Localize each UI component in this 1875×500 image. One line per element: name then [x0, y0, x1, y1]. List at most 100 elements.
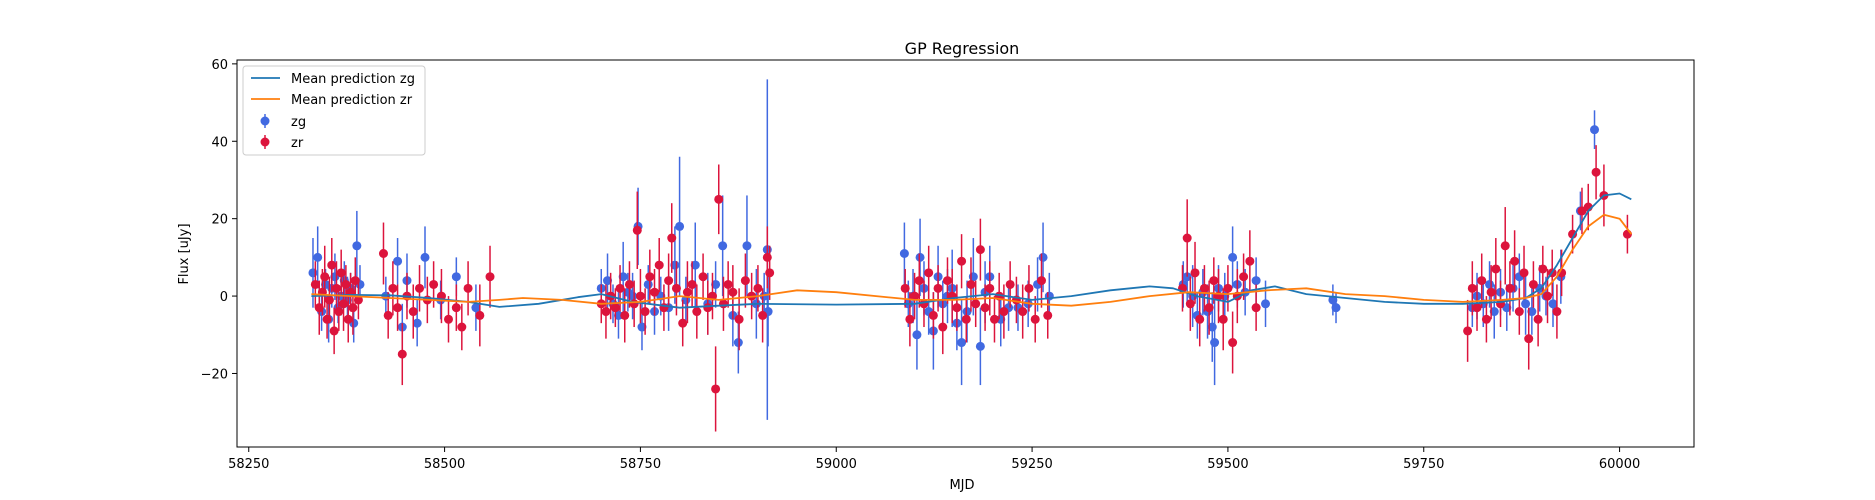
data-point-zr [718, 299, 728, 309]
data-point-zr [635, 291, 645, 301]
data-point-zr [408, 307, 418, 317]
data-point-zr [1557, 268, 1567, 278]
data-point-zg [899, 249, 909, 258]
data-point-zr [975, 245, 985, 255]
y-tick-label: −20 [201, 367, 228, 382]
x-tick-label: 58750 [620, 457, 661, 472]
data-point-zr [966, 279, 976, 289]
data-point-zg [1228, 252, 1238, 262]
data-point-zr [1245, 256, 1255, 266]
data-point-zg [1485, 279, 1495, 289]
data-point-zr [1030, 314, 1040, 324]
x-tick-label: 60000 [1599, 457, 1640, 472]
data-point-zr [1519, 268, 1529, 278]
data-point-zr [1510, 256, 1520, 266]
data-point-zr [353, 295, 363, 305]
data-point-zr [1514, 307, 1524, 317]
data-point-zr [1239, 272, 1249, 282]
data-point-zg [451, 272, 461, 282]
data-point-zr [1477, 276, 1487, 286]
data-point-zr [339, 299, 349, 309]
data-point-zg [1331, 303, 1341, 313]
data-point-zr [1218, 314, 1228, 324]
data-point-zr [928, 310, 938, 320]
data-point-zr [615, 283, 625, 293]
axes-frame [236, 59, 1695, 448]
data-point-zr [728, 287, 738, 297]
data-point-zr [1481, 314, 1491, 324]
data-point-zr [624, 279, 634, 289]
data-point-zg [420, 252, 430, 262]
data-point-zr [388, 283, 398, 293]
data-point-zr [957, 256, 967, 266]
legend-marker-swatch [260, 137, 270, 147]
data-point-zr [341, 279, 351, 289]
data-point-zg [618, 272, 628, 282]
data-point-zg [718, 241, 728, 251]
data-layer [308, 79, 1633, 432]
data-point-zr [1018, 307, 1028, 317]
data-point-zr [610, 303, 620, 313]
data-point-zr [601, 307, 611, 317]
data-point-zr [397, 349, 407, 359]
data-point-zg [637, 322, 647, 332]
data-point-zr [714, 194, 724, 204]
data-point-zr [682, 287, 692, 297]
data-point-zr [1491, 264, 1501, 274]
data-point-zr [1591, 167, 1601, 177]
legend-label: zr [291, 136, 304, 151]
data-point-zr [765, 268, 775, 278]
data-point-zr [999, 307, 1009, 317]
data-point-zr [1463, 326, 1473, 336]
data-point-zr [1533, 314, 1543, 324]
data-point-zg [603, 276, 613, 286]
data-point-zr [678, 318, 688, 328]
data-point-zr [985, 283, 995, 293]
data-point-zr [654, 260, 664, 270]
data-point-zr [924, 268, 934, 278]
data-point-zr [429, 279, 439, 289]
y-tick-label: 60 [211, 58, 228, 73]
data-point-zg [1210, 338, 1220, 348]
data-point-zr [938, 322, 948, 332]
data-point-zr [914, 276, 924, 286]
data-point-zr [664, 276, 674, 286]
data-point-zg [471, 303, 481, 313]
data-point-zr [334, 307, 344, 317]
data-point-zr [1472, 303, 1482, 313]
x-tick-label: 59250 [1011, 457, 1052, 472]
legend: Mean prediction zg Mean prediction zr zg zr [242, 65, 426, 156]
data-point-zr [320, 272, 330, 282]
data-point-zr [980, 303, 990, 313]
x-tick-label: 59500 [1207, 457, 1248, 472]
data-point-zr [383, 310, 393, 320]
data-point-zr [758, 310, 768, 320]
legend-box [242, 65, 426, 156]
x-tick-label: 59000 [816, 457, 857, 472]
data-point-zr [905, 314, 915, 324]
data-point-zr [620, 310, 630, 320]
data-point-zr [650, 287, 660, 297]
x-axis-label: MJD [949, 478, 974, 493]
data-point-zr [698, 272, 708, 282]
data-point-zr [762, 252, 772, 262]
data-point-zr [1505, 283, 1515, 293]
data-point-zg [1548, 299, 1558, 309]
data-point-zr [971, 299, 981, 309]
data-point-zr [310, 279, 320, 289]
legend-label: zg [291, 115, 306, 130]
data-point-zr [327, 260, 337, 270]
data-point-zg [1521, 299, 1531, 309]
data-point-zg [912, 330, 922, 340]
data-point-zg [352, 241, 362, 251]
data-point-zg [968, 272, 978, 282]
data-point-zg [733, 338, 743, 348]
plot-area: 58250 58500 58750 59000 59250 59500 59750 60000… [201, 58, 1695, 472]
data-point-zr [1467, 283, 1477, 293]
data-point-zr [378, 249, 388, 258]
data-point-zr [703, 303, 713, 313]
legend-label: Mean prediction zr [291, 93, 413, 108]
data-point-zr [463, 283, 473, 293]
data-point-zr [457, 322, 467, 332]
